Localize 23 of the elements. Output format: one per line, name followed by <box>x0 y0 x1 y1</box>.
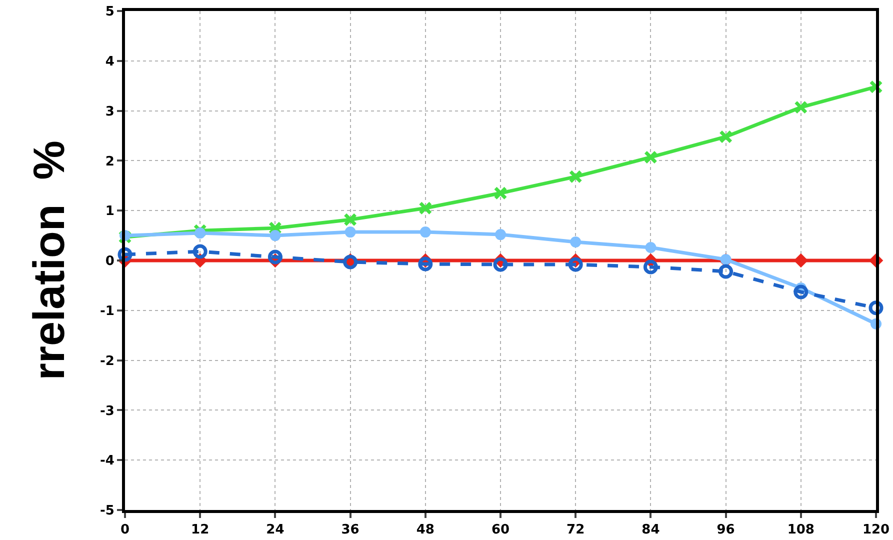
y-tick-label: -3 <box>100 404 114 419</box>
y-tick-label: 3 <box>105 104 114 120</box>
y-tick-label: 0 <box>105 254 114 270</box>
x-tick-label: 12 <box>191 522 210 538</box>
y-tick-label: 5 <box>105 4 114 20</box>
x-tick-label: 84 <box>642 522 660 538</box>
y-tick-label: -2 <box>100 354 114 369</box>
x-tick-label: 72 <box>566 522 585 538</box>
x-tick-label: 0 <box>120 522 130 538</box>
y-axis-title: rrelation % <box>25 140 74 380</box>
x-tick-label: 48 <box>416 522 434 538</box>
x-tick-label: 60 <box>491 522 510 538</box>
x-tick-label: 108 <box>787 522 814 538</box>
x-tick-label: 36 <box>341 522 360 538</box>
y-tick-label: 2 <box>105 154 114 170</box>
y-tick-label: -1 <box>100 304 114 319</box>
y-tick-label: -4 <box>100 454 114 469</box>
y-tick-label: 4 <box>105 54 114 70</box>
x-tick-label: 120 <box>862 522 890 538</box>
x-tick-label: 96 <box>716 522 735 538</box>
y-tick-label: -5 <box>100 504 114 519</box>
x-tick-label: 24 <box>266 522 284 538</box>
y-tick-label: 1 <box>105 204 114 220</box>
